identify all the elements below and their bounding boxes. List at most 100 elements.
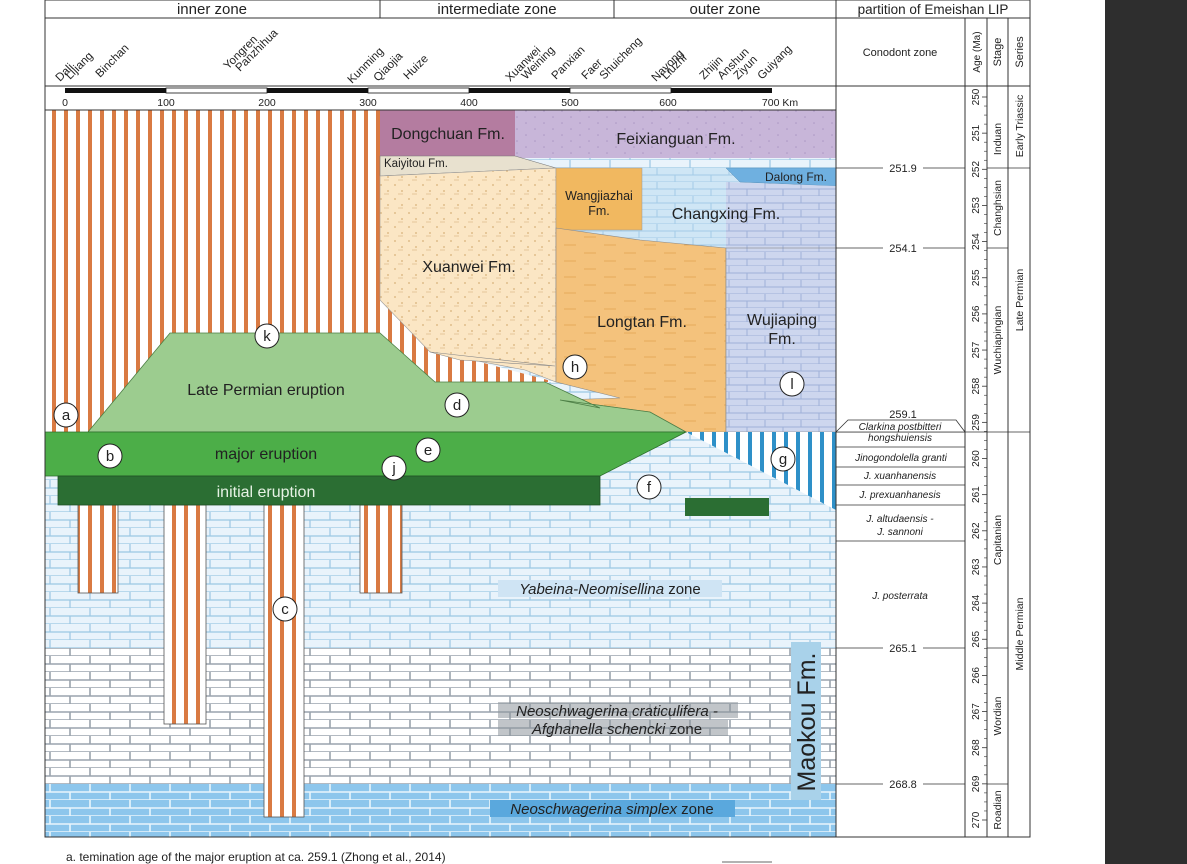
changxing-wuji-transition xyxy=(726,182,836,248)
right-dark-panel xyxy=(1105,0,1187,864)
marker-f: f xyxy=(636,474,662,500)
age-tick-label: 255 xyxy=(971,269,982,286)
label-longtan: Longtan Fm. xyxy=(597,314,687,331)
label-kaiyitou: Kaiyitou Fm. xyxy=(384,158,448,170)
svg-text:k: k xyxy=(263,328,271,345)
age-tick-label: 259 xyxy=(971,414,982,431)
dongchuan-fm xyxy=(380,110,515,156)
age-marker-265-1: 265.1 xyxy=(889,643,917,655)
simplex-label-bg xyxy=(490,800,735,817)
marker-h: h xyxy=(562,354,588,380)
series-middle-permian: Middle Permian xyxy=(1014,597,1026,670)
major-eruption xyxy=(44,431,687,477)
locality-huize: Huize xyxy=(402,53,431,82)
conodont-zone-header: Conodont zone xyxy=(863,47,938,59)
svg-text:700 Km: 700 Km xyxy=(762,97,798,109)
age-tick-label: 270 xyxy=(971,811,982,828)
conodont-j-altudaensis: J. altudaensis - xyxy=(865,514,934,525)
figure-frame xyxy=(44,0,1031,838)
zone-intermediate-label: intermediate zone xyxy=(437,1,556,18)
xuanwei-wedge xyxy=(429,351,556,367)
conodont-zones: Clarkina postbitteri hongshuiensis Jinog… xyxy=(835,419,966,602)
svg-text:200: 200 xyxy=(258,97,276,109)
maokou-label-bg xyxy=(791,642,821,800)
svg-text:g: g xyxy=(779,451,787,468)
svg-text:b: b xyxy=(106,448,114,465)
label-wangjiazhai-2: Fm. xyxy=(588,204,610,218)
marker-l: l xyxy=(779,371,805,397)
age-tick-label: 267 xyxy=(971,703,982,720)
label-maokou: Maokou Fm. xyxy=(793,653,821,792)
age-tick-label: 266 xyxy=(971,667,982,684)
age-column-header: Age (Ma) xyxy=(972,31,983,72)
stage-capitanian: Capitanian xyxy=(992,515,1004,565)
partition-label: partition of Emeishan LIP xyxy=(858,2,1009,17)
svg-text:f: f xyxy=(647,479,652,496)
wujiaping-fm xyxy=(725,247,837,433)
series-column: Early Triassic Late Permian Middle Permi… xyxy=(1008,95,1030,670)
marker-b: b xyxy=(97,443,123,469)
circled-markers: a b c d e f g h j k l xyxy=(53,323,805,622)
zone-inner-label: inner zone xyxy=(177,1,247,18)
age-tick-label: 258 xyxy=(971,377,982,394)
svg-text:l: l xyxy=(790,376,793,393)
label-late-permian-eruption: Late Permian eruption xyxy=(187,382,344,399)
conodont-j-prexuanhanesis: J. prexuanhanesis xyxy=(858,490,940,501)
svg-text:0: 0 xyxy=(62,97,68,109)
svg-text:300: 300 xyxy=(359,97,377,109)
neoschwagerina-label-bg xyxy=(498,702,738,718)
label-initial-eruption: initial eruption xyxy=(217,484,316,501)
neoschwagerina-label-bg2 xyxy=(498,720,728,736)
dike-c xyxy=(263,504,305,818)
dike-right xyxy=(359,504,403,594)
svg-text:h: h xyxy=(571,359,579,376)
label-wujiaping-2: Fm. xyxy=(768,331,796,348)
age-tick-label: 262 xyxy=(971,522,982,539)
label-xuanwei: Xuanwei Fm. xyxy=(422,259,515,276)
locality-labels: Dali Lijiang Binchan Yongren Panzhihua K… xyxy=(54,27,795,86)
label-wujiaping-1: Wujiaping xyxy=(747,312,817,329)
label-major-eruption: major eruption xyxy=(215,446,317,463)
age-tick-label: 253 xyxy=(971,197,982,214)
svg-text:a: a xyxy=(62,407,71,424)
marker-k: k xyxy=(254,323,280,349)
zone-outer-label: outer zone xyxy=(690,1,761,18)
conodont-jinogondolella-granti: Jinogondolella granti xyxy=(854,453,948,464)
stage-wuchiapingian: Wuchiapingian xyxy=(992,305,1004,374)
locality-guiyang: Guiyang xyxy=(756,43,795,82)
marker-j: j xyxy=(381,455,407,481)
locality-shuicheng: Shuicheng xyxy=(598,35,645,82)
age-tick-label: 269 xyxy=(971,775,982,792)
svg-text:500: 500 xyxy=(561,97,579,109)
age-tick-label: 251 xyxy=(971,124,982,141)
age-tick-label: 257 xyxy=(971,341,982,358)
age-tick-label: 252 xyxy=(971,161,982,178)
conodont-hongshuiensis: hongshuiensis xyxy=(868,433,932,444)
age-tick-label: 261 xyxy=(971,486,982,503)
dike-left xyxy=(77,504,119,594)
age-tick-label: 264 xyxy=(971,594,982,611)
marker-a: a xyxy=(53,402,79,428)
label-simplex-zone: Neoschwagerina simplex zone xyxy=(510,801,713,818)
age-tick-label: 260 xyxy=(971,450,982,467)
label-neoschwagerina-1: Neoschwagerina craticulifera - xyxy=(516,703,718,720)
marker-e: e xyxy=(415,437,441,463)
initial-eruption-outlier xyxy=(685,498,769,516)
svg-text:j: j xyxy=(391,460,395,477)
yabeina-label-bg xyxy=(498,580,722,597)
conodont-j-posterrata: J. posterrata xyxy=(871,591,928,602)
label-changxing: Changxing Fm. xyxy=(672,206,781,223)
blue-stripe-unit-g xyxy=(686,432,836,510)
stage-changhsian: Changhsian xyxy=(992,180,1004,236)
label-neoschwagerina-2: Afghanella schencki zone xyxy=(531,721,702,738)
label-dongchuan: Dongchuan Fm. xyxy=(391,126,505,143)
label-yabeina-zone: Yabeina-Neomisellina zone xyxy=(519,581,701,598)
stage-wordian: Wordian xyxy=(992,696,1004,735)
dike-binchan xyxy=(163,504,207,725)
stage-induan: Induan xyxy=(992,123,1004,155)
distance-scale-bar xyxy=(65,87,772,94)
svg-text:e: e xyxy=(424,442,432,459)
scale-tick-labels: 0 100 200 300 400 500 600 700 Km xyxy=(62,97,798,109)
svg-text:100: 100 xyxy=(157,97,175,109)
footnote-a: a. temination age of the major eruption … xyxy=(66,850,446,864)
